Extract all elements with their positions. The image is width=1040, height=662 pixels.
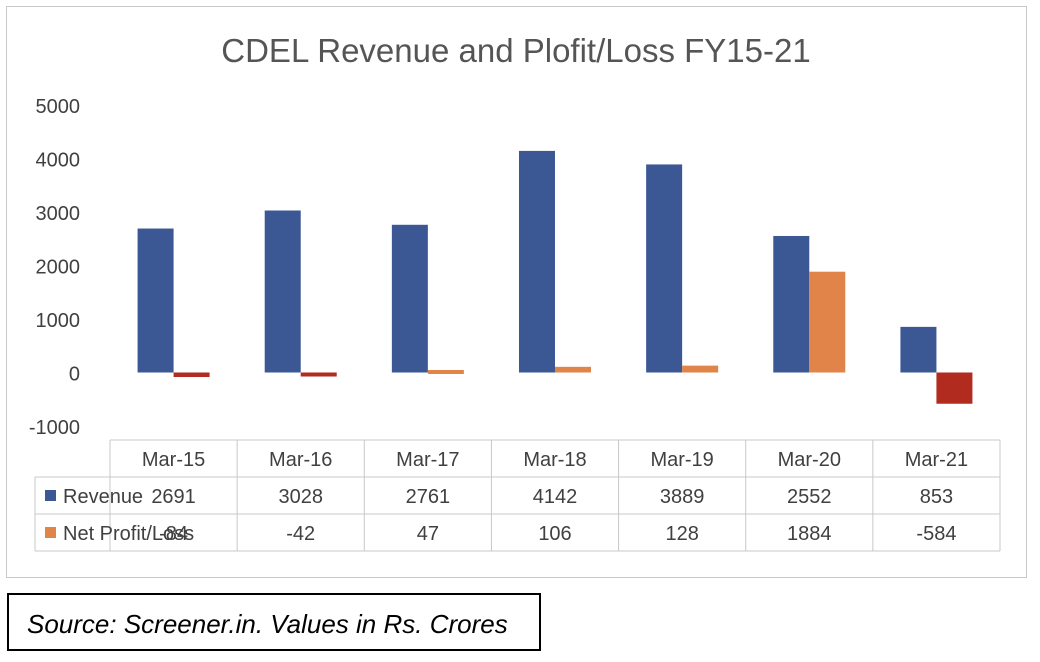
data-table-value: 4142 [533,486,578,508]
y-tick-label: -1000 [29,417,80,439]
legend-label: Net Profit/Loss [63,523,194,545]
profit-loss-bar [809,271,846,373]
data-table-value: 3889 [660,486,705,508]
x-category-label: Mar-21 [905,449,968,471]
x-category-label: Mar-18 [523,449,586,471]
profit-loss-bar [173,372,210,377]
y-tick-label: 3000 [36,203,81,225]
legend-label: Revenue [63,486,143,508]
y-tick-label: 2000 [36,257,81,279]
revenue-bar [137,228,174,373]
x-category-label: Mar-17 [396,449,459,471]
data-table-value: -42 [286,523,315,545]
profit-loss-bar [300,372,337,377]
data-table-value: 128 [665,523,698,545]
x-category-label: Mar-20 [778,449,841,471]
data-table-value: -584 [916,523,956,545]
data-table-value: 3028 [278,486,323,508]
data-table-value: 47 [417,523,439,545]
y-tick-label: 1000 [36,310,81,332]
x-category-label: Mar-15 [142,449,205,471]
data-table-value: 2691 [151,486,196,508]
y-tick-label: 4000 [36,150,81,172]
chart-frame [6,6,1027,578]
profit-loss-bar [682,365,719,373]
profit-loss-bar [936,372,973,404]
chart-title: CDEL Revenue and Plofit/Loss FY15-21 [221,32,810,69]
revenue-bar [773,235,810,373]
x-category-label: Mar-19 [650,449,713,471]
y-tick-label: 0 [69,364,80,386]
revenue-bar [264,210,301,373]
revenue-bar [646,164,683,373]
legend-swatch [45,490,56,501]
data-table-value: 2552 [787,486,832,508]
source-note-box: Source: Screener.in. Values in Rs. Crore… [7,593,541,651]
profit-loss-bar [555,366,591,373]
data-table-value: 106 [538,523,571,545]
data-table-value: -84 [159,523,188,545]
profit-loss-bar [427,369,464,374]
data-table-value: 853 [920,486,953,508]
y-tick-label: 5000 [36,96,81,118]
data-table-value: 2761 [406,486,451,508]
data-table-value: 1884 [787,523,832,545]
x-category-label: Mar-16 [269,449,332,471]
source-note: Source: Screener.in. Values in Rs. Crore… [27,609,508,639]
legend-swatch [45,527,56,538]
revenue-bar [900,326,937,373]
revenue-bar [519,150,555,373]
revenue-bar [391,224,428,373]
